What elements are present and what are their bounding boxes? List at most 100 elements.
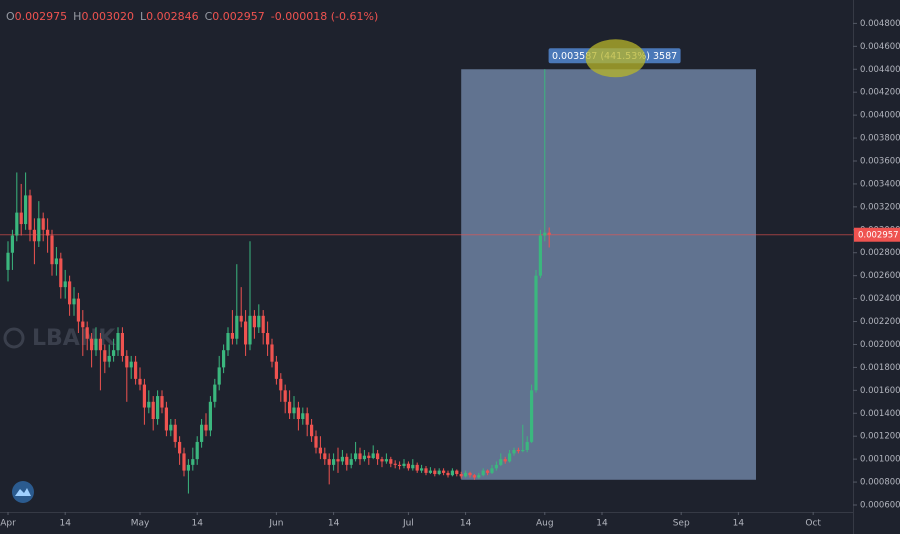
candle-body [107, 355, 111, 362]
y-tick-label: 0.004400 [860, 65, 900, 75]
candle-body [380, 459, 384, 462]
candle-body [375, 453, 380, 460]
candle-body [142, 384, 147, 408]
x-tick-label: 14 [191, 519, 203, 529]
candle-body [230, 333, 235, 339]
candle-body [494, 464, 498, 469]
candle-body [50, 235, 54, 265]
candle-body [411, 464, 415, 469]
candle-body [441, 470, 446, 473]
legend-key: O [6, 10, 15, 23]
y-tick-label: 0.002400 [860, 294, 900, 304]
candle-body [160, 396, 164, 408]
candle-body [468, 472, 472, 476]
candle-body [54, 258, 59, 265]
candle-body [389, 459, 393, 464]
candle-body [384, 459, 388, 462]
candle-body [296, 407, 300, 420]
candle-body [397, 464, 402, 467]
candle-body [433, 470, 437, 475]
candle-body [257, 315, 261, 328]
candle-body [191, 459, 195, 465]
candle-body [68, 281, 72, 305]
y-tick-label: 0.003200 [860, 202, 900, 212]
candle-body [173, 424, 177, 442]
y-tick-label: 0.003800 [860, 134, 900, 144]
candle-body [318, 447, 322, 454]
y-tick-label: 0.004000 [860, 111, 900, 121]
candle-body [81, 321, 85, 328]
candle-body [195, 441, 199, 460]
candle-body [428, 470, 432, 473]
candle-body [367, 455, 371, 458]
candle-body [208, 401, 213, 431]
y-tick-label: 0.000600 [860, 501, 900, 511]
y-tick-label: 0.002000 [860, 340, 900, 350]
y-tick-label: 0.002800 [860, 248, 900, 258]
candle-body [490, 468, 494, 473]
candle-body [362, 455, 366, 460]
candle-body [547, 232, 551, 235]
candle-body [85, 327, 89, 339]
candle-body [516, 449, 520, 452]
y-tick-label: 0.001600 [860, 386, 900, 396]
candle-body [274, 361, 278, 379]
candle-body [543, 232, 547, 236]
candle-body [450, 470, 454, 476]
candle-body [103, 350, 107, 362]
candle-body [28, 195, 32, 230]
y-tick-label: 0.004200 [860, 88, 900, 98]
y-tick-label: 0.001400 [860, 409, 900, 419]
candle-body [371, 453, 375, 458]
y-tick-label: 0.004600 [860, 42, 900, 52]
candle-body [37, 218, 41, 242]
candle-body [19, 212, 23, 225]
candle-body [358, 453, 362, 460]
watermark-text: LBANK [32, 326, 116, 351]
logo-icon [12, 481, 34, 503]
candle-body [437, 470, 441, 475]
candle-body [472, 475, 476, 478]
y-tick-label: 0.003600 [860, 156, 900, 166]
candle-body [353, 453, 358, 460]
candle-body [151, 401, 155, 420]
candle-body [287, 401, 292, 414]
candle-body [235, 315, 239, 339]
candle-body [41, 218, 45, 230]
x-tick-label: Aug [536, 519, 554, 529]
candle-body [24, 195, 28, 225]
x-tick-label: Apr [0, 519, 16, 529]
candle-body [534, 275, 538, 391]
candle-body [63, 281, 67, 288]
highlight-ellipse [585, 39, 646, 78]
y-tick-label: 0.001800 [860, 363, 900, 373]
candle-body [529, 390, 534, 442]
candle-body [222, 350, 226, 368]
watermark: LBANK [3, 326, 116, 351]
candle-body [512, 449, 516, 454]
candle-body [265, 333, 270, 345]
candle-body [217, 367, 221, 385]
candle-body [200, 424, 204, 442]
candle-body [147, 401, 151, 408]
legend-value: 0.002975 [14, 10, 68, 23]
candle-body [305, 413, 309, 425]
candle-body [503, 459, 507, 462]
candle-body [446, 472, 450, 476]
x-tick-label: 14 [460, 519, 472, 529]
candle-body [226, 333, 230, 351]
candle-body [15, 212, 19, 236]
x-tick-label: Sep [673, 519, 690, 529]
legend-value: 0.003020 [81, 10, 134, 23]
candle-body [393, 463, 397, 465]
candle-body [279, 378, 283, 391]
candle-body [76, 298, 81, 322]
legend-key: L [139, 10, 147, 23]
candle-body [301, 413, 305, 420]
candle-body [327, 459, 331, 465]
candle-body [169, 424, 173, 431]
candle-body [6, 252, 10, 270]
